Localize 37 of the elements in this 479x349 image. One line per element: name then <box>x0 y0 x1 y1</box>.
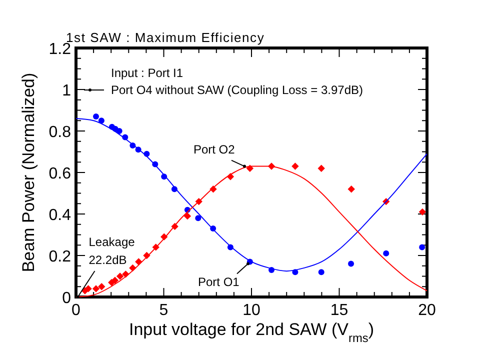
point <box>184 212 192 220</box>
point <box>318 164 325 172</box>
x-tick-label: 15 <box>330 302 348 319</box>
point <box>84 285 92 292</box>
point <box>93 113 100 120</box>
annotation: Leakage 22.2dB <box>88 235 136 267</box>
annotation: Port O1 <box>198 274 240 289</box>
y-tick-label: 1 <box>62 82 72 100</box>
point <box>318 269 324 276</box>
point <box>135 258 142 266</box>
point <box>418 208 426 216</box>
x-tick-label: 10 <box>242 302 260 319</box>
point <box>98 118 104 124</box>
point <box>116 128 122 134</box>
annotation: Input : Port I1 <box>111 66 184 80</box>
y-tick-label: 1.2 <box>48 41 72 58</box>
y-tick-label: 0.2 <box>48 248 72 266</box>
y-tick-label: 0.6 <box>48 166 72 182</box>
point <box>111 276 119 284</box>
point <box>195 215 202 222</box>
point <box>419 244 426 250</box>
point <box>98 283 106 290</box>
point <box>348 260 354 267</box>
y-axis-title: Beam Power (Normalized) <box>19 72 38 272</box>
point <box>116 272 124 280</box>
y-tick-label: 0.4 <box>48 207 72 224</box>
x-axis-title: Input voltage for 2nd SAW (V$_{rms}$) <box>128 320 374 345</box>
annotation: Port O2 <box>193 142 236 156</box>
x-tick-label: 20 <box>418 302 436 319</box>
y-tick-label: 0 <box>62 290 72 307</box>
point <box>292 162 299 170</box>
point <box>348 186 355 193</box>
point <box>92 285 100 292</box>
y-tick-label: 0.8 <box>48 124 72 141</box>
x-tick-label: 5 <box>159 302 168 319</box>
point <box>383 250 390 256</box>
legend-label: Port O4 without SAW (Coupling Loss = 3.97dB) <box>111 83 364 97</box>
